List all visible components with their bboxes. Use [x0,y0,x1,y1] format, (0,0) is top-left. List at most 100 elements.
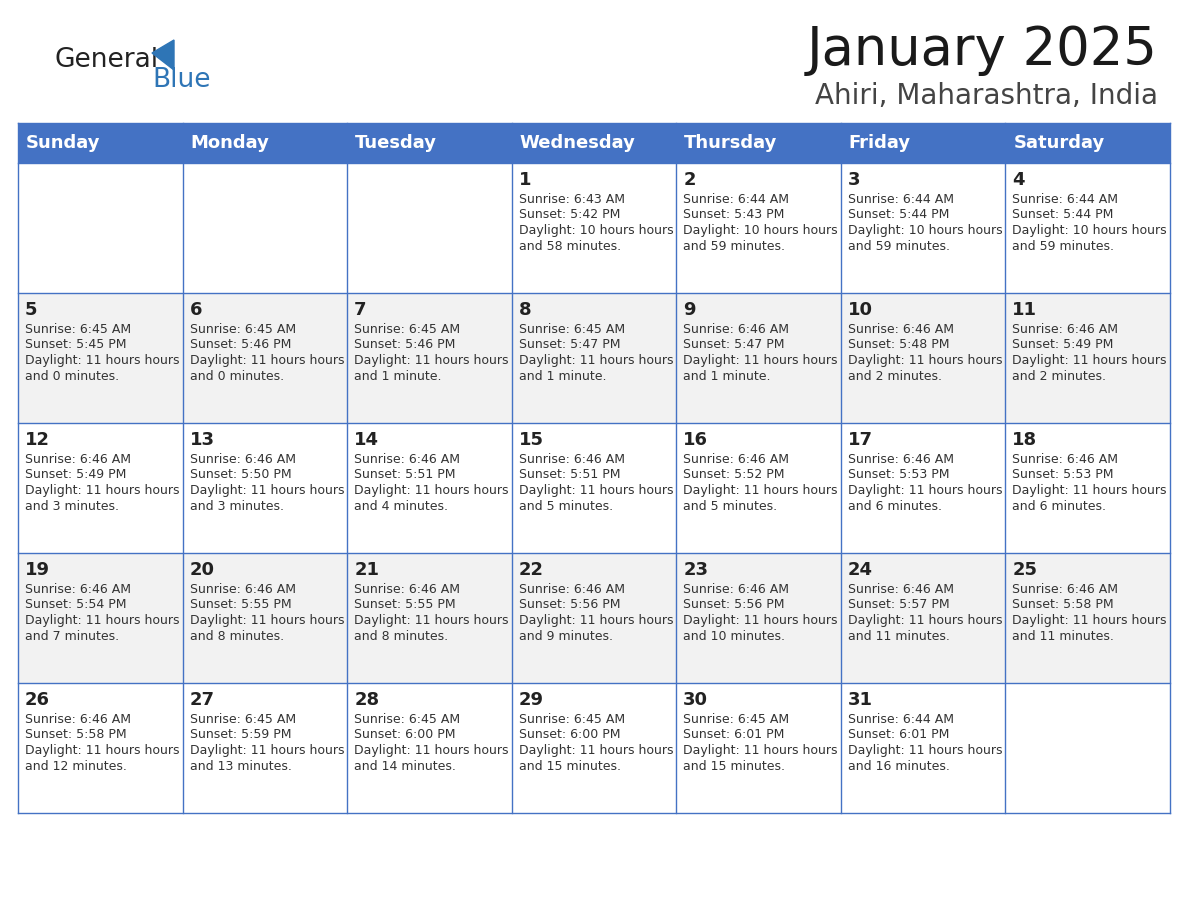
Bar [18,293,1170,423]
Bar [18,423,1170,553]
Text: Daylight: 11 hours hours: Daylight: 11 hours hours [683,614,838,627]
Text: and 2 minutes.: and 2 minutes. [1012,370,1106,383]
Text: and 11 minutes.: and 11 minutes. [848,630,949,643]
Bar [18,553,1170,683]
Text: Sunset: 5:55 PM: Sunset: 5:55 PM [190,599,291,611]
Text: Sunset: 5:54 PM: Sunset: 5:54 PM [25,599,126,611]
Text: and 14 minutes.: and 14 minutes. [354,759,456,773]
Text: Daylight: 11 hours hours: Daylight: 11 hours hours [354,744,508,757]
Text: Sunset: 5:44 PM: Sunset: 5:44 PM [1012,208,1114,221]
Text: Sunrise: 6:45 AM: Sunrise: 6:45 AM [25,323,131,336]
Text: Sunday: Sunday [26,134,101,152]
Text: and 7 minutes.: and 7 minutes. [25,630,119,643]
Text: 20: 20 [190,561,215,579]
Text: Daylight: 11 hours hours: Daylight: 11 hours hours [1012,614,1167,627]
Text: Daylight: 11 hours hours: Daylight: 11 hours hours [848,484,1003,497]
Text: Daylight: 11 hours hours: Daylight: 11 hours hours [190,354,345,367]
Text: Daylight: 11 hours hours: Daylight: 11 hours hours [683,484,838,497]
Text: Sunset: 5:56 PM: Sunset: 5:56 PM [683,599,785,611]
Text: Sunset: 6:01 PM: Sunset: 6:01 PM [848,729,949,742]
Text: Daylight: 11 hours hours: Daylight: 11 hours hours [519,744,674,757]
Text: Sunrise: 6:46 AM: Sunrise: 6:46 AM [683,583,789,596]
Text: Daylight: 11 hours hours: Daylight: 11 hours hours [190,744,345,757]
Text: Daylight: 11 hours hours: Daylight: 11 hours hours [354,354,508,367]
Text: 11: 11 [1012,301,1037,319]
Text: and 9 minutes.: and 9 minutes. [519,630,613,643]
Text: Sunset: 5:53 PM: Sunset: 5:53 PM [1012,468,1114,482]
Text: and 12 minutes.: and 12 minutes. [25,759,127,773]
Text: Sunrise: 6:44 AM: Sunrise: 6:44 AM [848,193,954,206]
Text: 27: 27 [190,691,215,709]
Bar [18,683,1170,813]
Text: Sunset: 5:58 PM: Sunset: 5:58 PM [25,729,127,742]
Text: Sunrise: 6:46 AM: Sunrise: 6:46 AM [190,583,296,596]
Text: Sunset: 6:01 PM: Sunset: 6:01 PM [683,729,784,742]
Text: Daylight: 11 hours hours: Daylight: 11 hours hours [354,484,508,497]
Text: Daylight: 11 hours hours: Daylight: 11 hours hours [190,614,345,627]
Text: Sunset: 5:44 PM: Sunset: 5:44 PM [848,208,949,221]
Text: General: General [55,47,159,73]
Text: Sunset: 5:56 PM: Sunset: 5:56 PM [519,599,620,611]
Text: Daylight: 11 hours hours: Daylight: 11 hours hours [519,484,674,497]
Polygon shape [152,40,173,70]
Bar [18,163,1170,293]
Text: Sunset: 5:48 PM: Sunset: 5:48 PM [848,339,949,352]
Text: Sunset: 5:58 PM: Sunset: 5:58 PM [1012,599,1114,611]
Text: and 15 minutes.: and 15 minutes. [519,759,620,773]
Text: Sunrise: 6:45 AM: Sunrise: 6:45 AM [354,323,460,336]
Text: 22: 22 [519,561,544,579]
Text: 17: 17 [848,431,873,449]
Text: 15: 15 [519,431,544,449]
Text: 26: 26 [25,691,50,709]
Text: Daylight: 11 hours hours: Daylight: 11 hours hours [848,744,1003,757]
Text: Sunrise: 6:46 AM: Sunrise: 6:46 AM [848,453,954,466]
Text: and 6 minutes.: and 6 minutes. [1012,499,1106,512]
Text: and 1 minute.: and 1 minute. [683,370,771,383]
Text: and 6 minutes.: and 6 minutes. [848,499,942,512]
Text: and 16 minutes.: and 16 minutes. [848,759,949,773]
Text: Sunset: 5:52 PM: Sunset: 5:52 PM [683,468,785,482]
Text: Sunrise: 6:43 AM: Sunrise: 6:43 AM [519,193,625,206]
Text: Sunrise: 6:46 AM: Sunrise: 6:46 AM [848,323,954,336]
Text: January 2025: January 2025 [807,24,1158,76]
Text: Sunset: 5:47 PM: Sunset: 5:47 PM [683,339,785,352]
Text: Sunrise: 6:46 AM: Sunrise: 6:46 AM [848,583,954,596]
Text: Sunset: 5:43 PM: Sunset: 5:43 PM [683,208,784,221]
Text: Daylight: 10 hours hours: Daylight: 10 hours hours [1012,224,1167,237]
Text: and 3 minutes.: and 3 minutes. [25,499,119,512]
Text: Sunset: 5:49 PM: Sunset: 5:49 PM [1012,339,1114,352]
Text: Sunset: 5:42 PM: Sunset: 5:42 PM [519,208,620,221]
Text: Sunrise: 6:46 AM: Sunrise: 6:46 AM [683,323,789,336]
Text: 18: 18 [1012,431,1037,449]
Text: and 3 minutes.: and 3 minutes. [190,499,284,512]
Text: Daylight: 10 hours hours: Daylight: 10 hours hours [683,224,838,237]
Text: and 4 minutes.: and 4 minutes. [354,499,448,512]
Text: and 5 minutes.: and 5 minutes. [683,499,777,512]
Text: Sunrise: 6:46 AM: Sunrise: 6:46 AM [354,453,460,466]
Text: Sunset: 5:50 PM: Sunset: 5:50 PM [190,468,291,482]
Text: Sunrise: 6:46 AM: Sunrise: 6:46 AM [519,453,625,466]
Text: and 13 minutes.: and 13 minutes. [190,759,291,773]
Text: Sunrise: 6:46 AM: Sunrise: 6:46 AM [190,453,296,466]
Text: Sunrise: 6:45 AM: Sunrise: 6:45 AM [190,323,296,336]
Text: Sunset: 5:53 PM: Sunset: 5:53 PM [848,468,949,482]
Text: Daylight: 11 hours hours: Daylight: 11 hours hours [25,484,179,497]
Text: 1: 1 [519,171,531,189]
Text: 3: 3 [848,171,860,189]
Text: 25: 25 [1012,561,1037,579]
Text: 13: 13 [190,431,215,449]
Text: and 10 minutes.: and 10 minutes. [683,630,785,643]
Text: Sunrise: 6:46 AM: Sunrise: 6:46 AM [25,453,131,466]
Text: Sunrise: 6:46 AM: Sunrise: 6:46 AM [25,583,131,596]
Text: Sunrise: 6:44 AM: Sunrise: 6:44 AM [848,713,954,726]
Text: 7: 7 [354,301,367,319]
Text: Sunrise: 6:45 AM: Sunrise: 6:45 AM [519,713,625,726]
Text: Wednesday: Wednesday [519,134,636,152]
Text: Daylight: 10 hours hours: Daylight: 10 hours hours [848,224,1003,237]
Text: Sunset: 5:46 PM: Sunset: 5:46 PM [354,339,455,352]
Text: and 15 minutes.: and 15 minutes. [683,759,785,773]
Text: Sunset: 5:47 PM: Sunset: 5:47 PM [519,339,620,352]
Text: 9: 9 [683,301,696,319]
Text: Daylight: 11 hours hours: Daylight: 11 hours hours [25,744,179,757]
Text: Sunrise: 6:46 AM: Sunrise: 6:46 AM [519,583,625,596]
